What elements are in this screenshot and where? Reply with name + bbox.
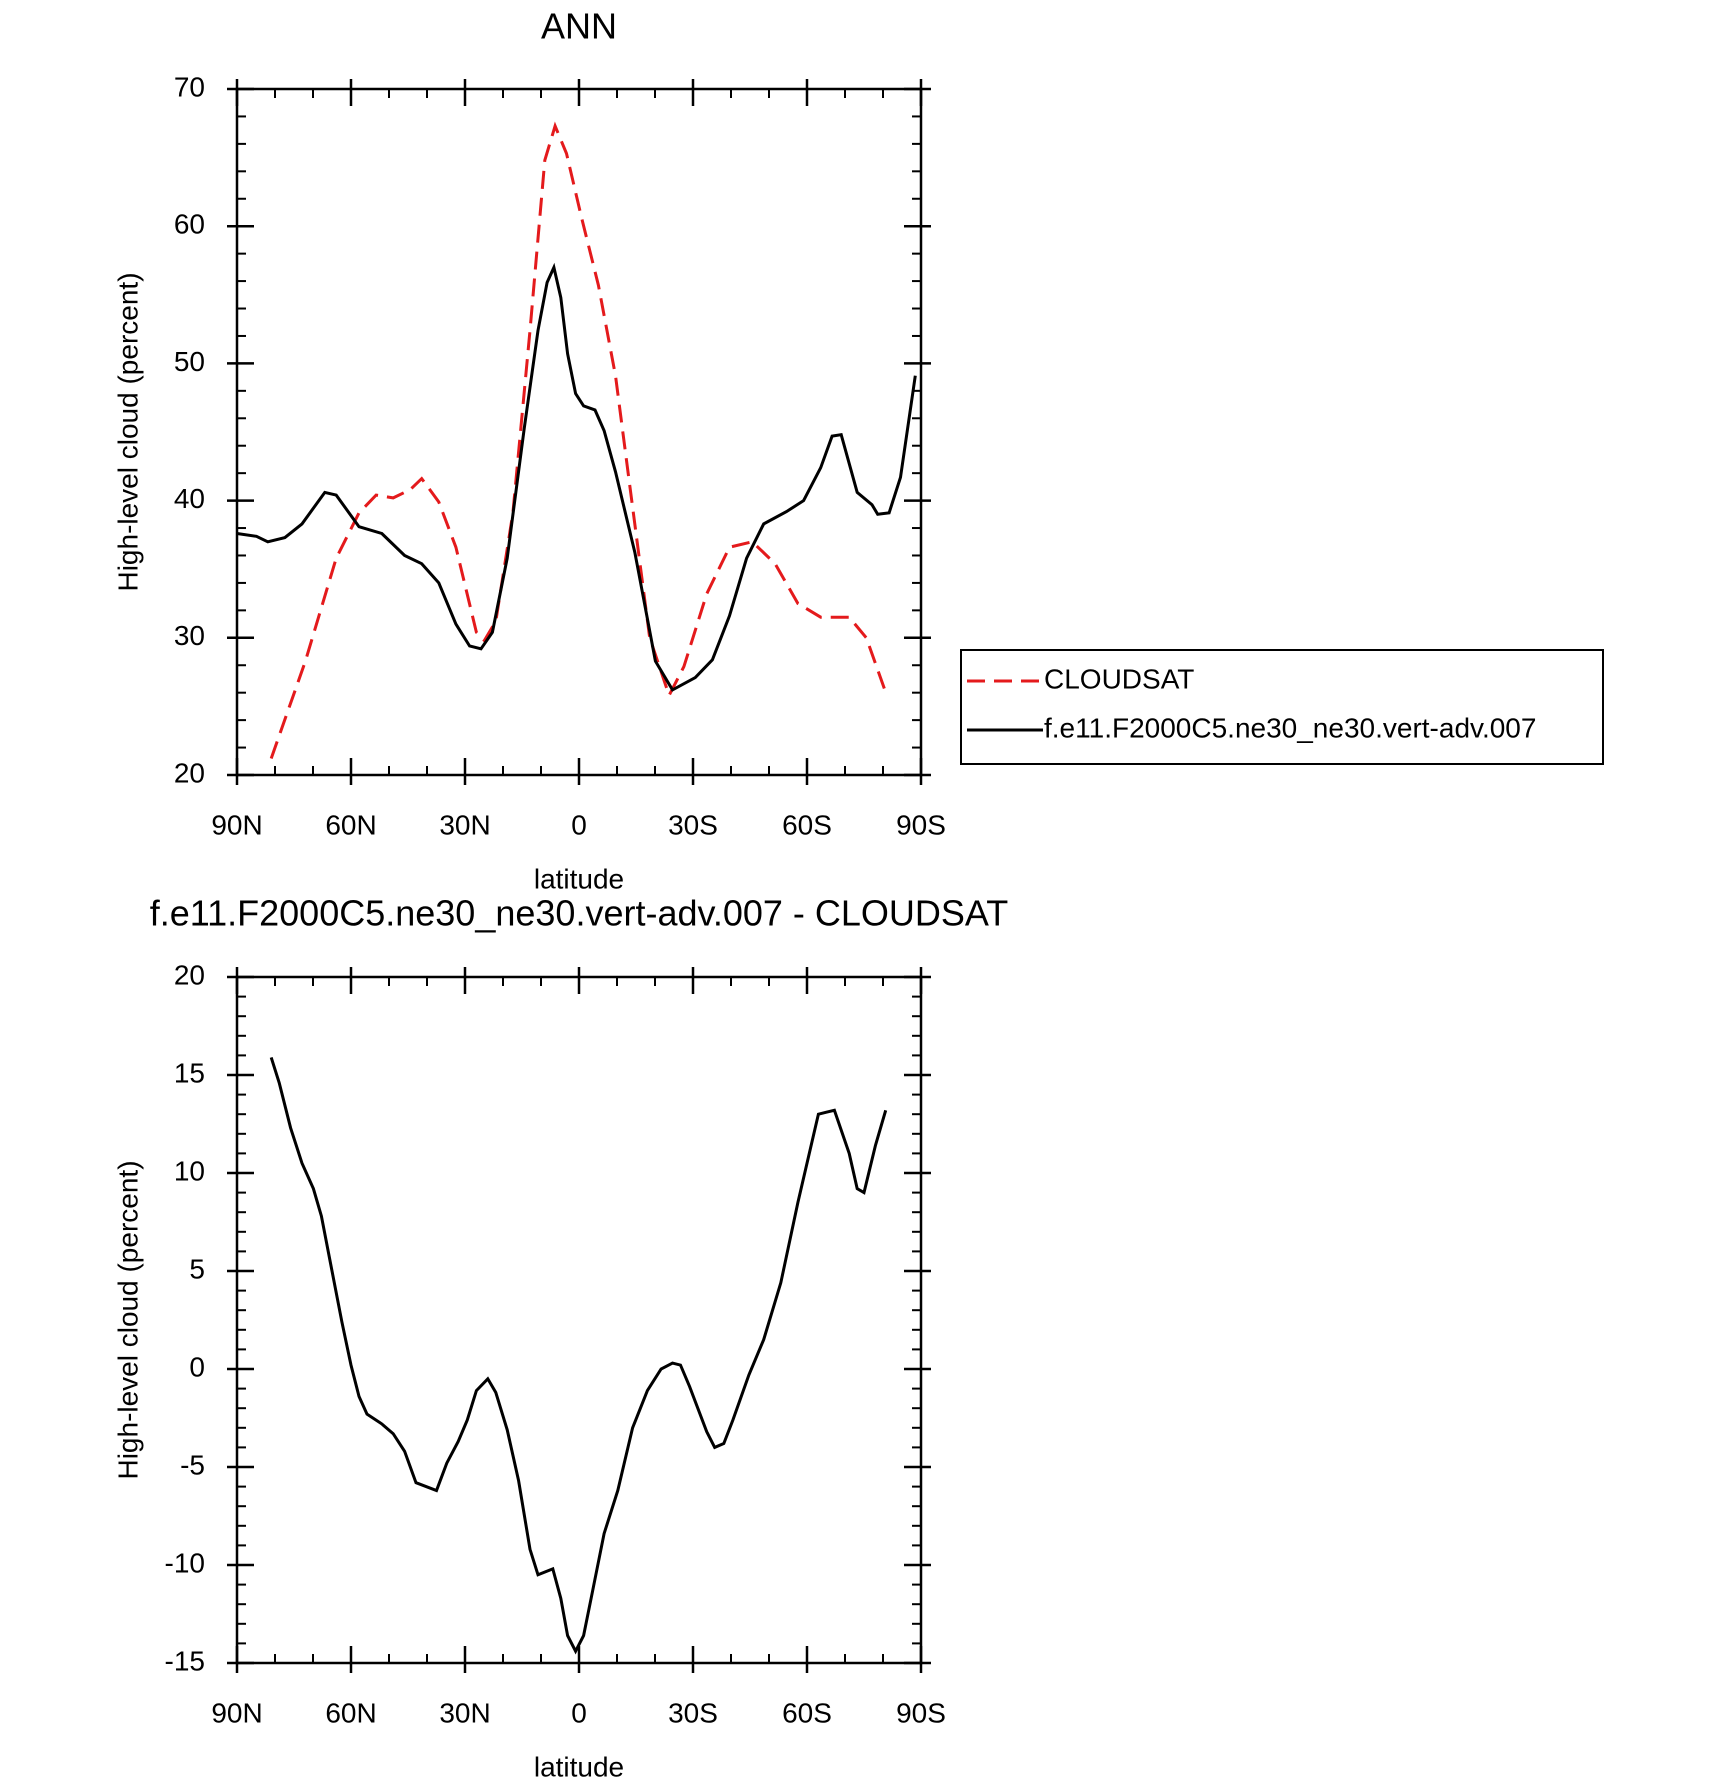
plot-frame	[235, 87, 923, 777]
x-tick-label: 60N	[325, 809, 376, 840]
x-tick-label: 90N	[211, 1697, 262, 1728]
data-line	[269, 121, 889, 759]
y-tick-label: 20	[174, 757, 205, 788]
y-tick-label: -5	[180, 1449, 205, 1480]
y-tick-label: 40	[174, 483, 205, 514]
chart-title: ANN	[541, 6, 617, 47]
data-line	[236, 262, 917, 692]
y-tick-label: 10	[174, 1155, 205, 1186]
x-tick-label: 90S	[896, 1697, 946, 1728]
y-tick-label: -10	[165, 1547, 205, 1578]
y-tick-label: 60	[174, 209, 205, 240]
y-tick-label: -15	[165, 1645, 205, 1676]
plot-frame	[235, 975, 923, 1665]
x-tick-label: 90S	[896, 809, 946, 840]
x-tick-label: 30S	[668, 809, 718, 840]
x-tick-label: 60N	[325, 1697, 376, 1728]
x-tick-label: 30N	[439, 809, 490, 840]
y-tick-label: 30	[174, 620, 205, 651]
x-tick-label: 60S	[782, 1697, 832, 1728]
chart-title: f.e11.F2000C5.ne30_ne30.vert-adv.007 - C…	[150, 893, 1008, 934]
y-axis-label: High-level cloud (percent)	[112, 1160, 143, 1479]
x-axis-label: latitude	[534, 1751, 624, 1782]
y-tick-label: 0	[189, 1351, 205, 1382]
x-tick-label: 0	[571, 1697, 587, 1728]
y-tick-label: 50	[174, 346, 205, 377]
legend-label: f.e11.F2000C5.ne30_ne30.vert-adv.007	[1044, 712, 1536, 743]
legend-label: CLOUDSAT	[1044, 663, 1194, 694]
y-tick-label: 15	[174, 1057, 205, 1088]
y-tick-label: 20	[174, 959, 205, 990]
x-axis-label: latitude	[534, 863, 624, 894]
y-axis-label: High-level cloud (percent)	[112, 272, 143, 591]
x-tick-label: 60S	[782, 809, 832, 840]
data-line	[269, 1056, 888, 1655]
y-tick-label: 5	[189, 1253, 205, 1284]
legend-box	[960, 649, 1604, 765]
x-tick-label: 30S	[668, 1697, 718, 1728]
y-tick-label: 70	[174, 71, 205, 102]
x-tick-label: 30N	[439, 1697, 490, 1728]
x-tick-label: 0	[571, 809, 587, 840]
x-tick-label: 90N	[211, 809, 262, 840]
